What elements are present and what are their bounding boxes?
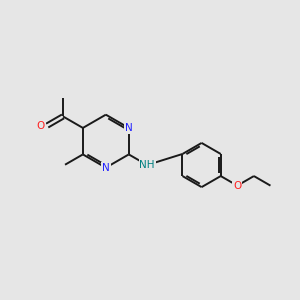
Text: N: N xyxy=(102,163,110,173)
Text: O: O xyxy=(233,181,242,190)
Text: O: O xyxy=(37,121,45,130)
Text: NH: NH xyxy=(140,160,155,170)
Text: N: N xyxy=(125,123,133,133)
